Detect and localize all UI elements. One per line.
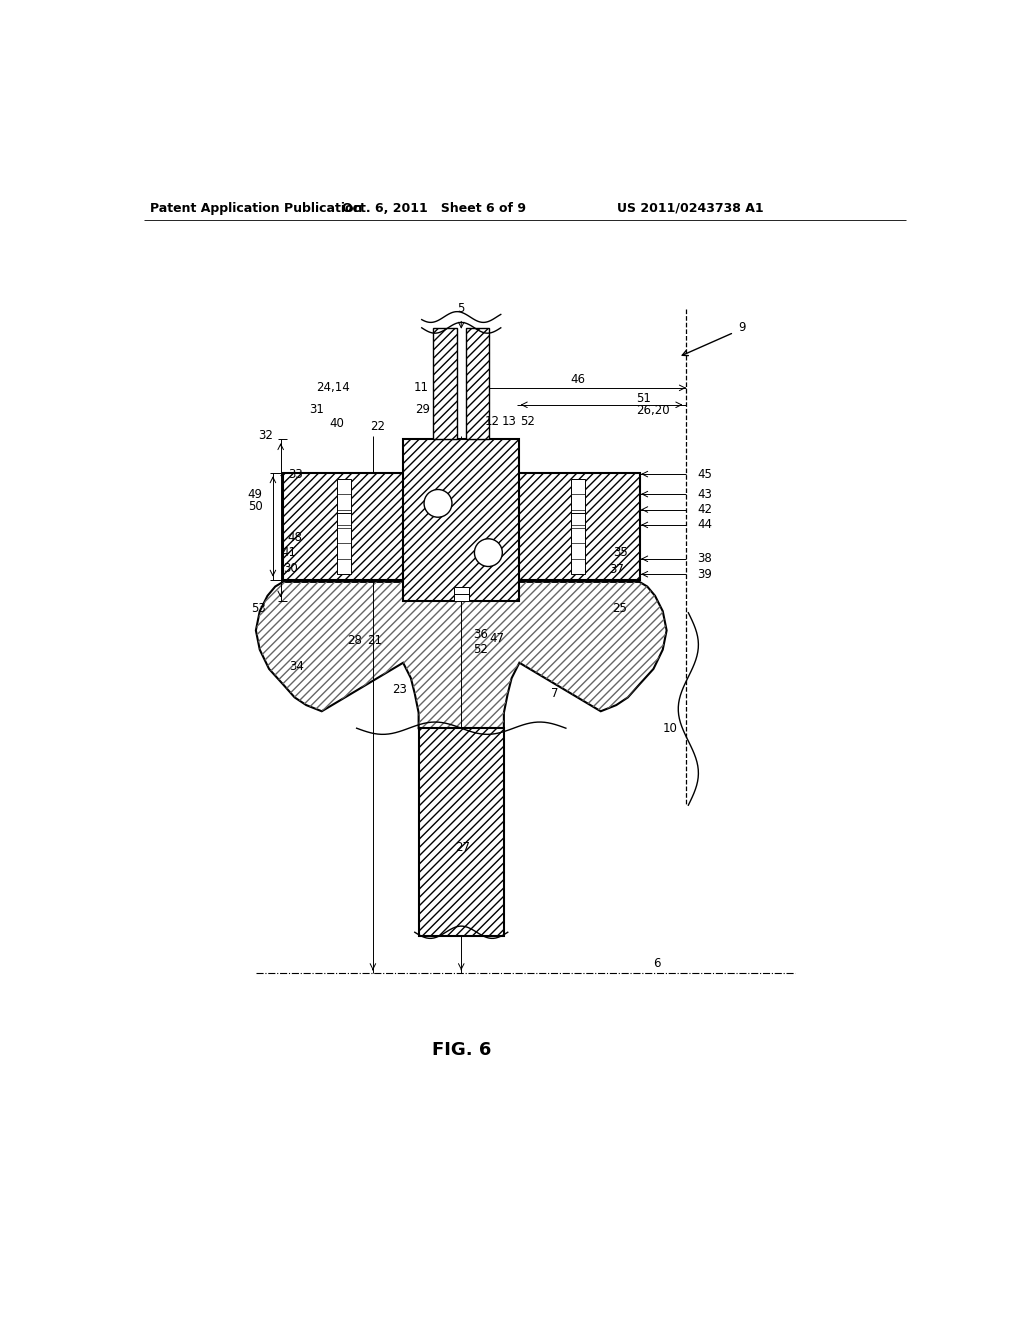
Bar [571, 512, 586, 574]
Text: 50: 50 [248, 500, 263, 513]
Text: 52: 52 [520, 416, 536, 428]
Text: 39: 39 [697, 568, 713, 581]
Text: 45: 45 [697, 467, 713, 480]
Text: 12: 12 [484, 416, 500, 428]
Text: 51: 51 [636, 392, 651, 405]
Text: 32: 32 [258, 429, 273, 442]
Bar [283, 473, 406, 581]
Text: Oct. 6, 2011   Sheet 6 of 9: Oct. 6, 2011 Sheet 6 of 9 [342, 202, 526, 215]
Text: 24,14: 24,14 [316, 381, 350, 395]
Text: 21: 21 [367, 634, 382, 647]
Text: 26,20: 26,20 [636, 404, 670, 417]
Bar [571, 479, 586, 540]
Text: Patent Application Publication: Patent Application Publication [150, 202, 362, 215]
Text: 33: 33 [289, 467, 303, 480]
Text: 13: 13 [502, 416, 517, 428]
Polygon shape [256, 582, 667, 729]
Text: 28: 28 [347, 634, 361, 647]
Bar [337, 512, 351, 574]
Text: 27: 27 [456, 841, 470, 854]
Text: 10: 10 [664, 722, 678, 735]
Text: 31: 31 [309, 403, 325, 416]
Text: 35: 35 [612, 546, 628, 560]
Circle shape [474, 539, 503, 566]
Text: 41: 41 [282, 546, 297, 560]
Text: 40: 40 [330, 417, 345, 430]
Text: 11: 11 [414, 381, 429, 395]
Text: 37: 37 [609, 564, 624, 576]
Bar [403, 440, 519, 601]
Text: 48: 48 [287, 531, 302, 544]
Text: 23: 23 [392, 684, 407, 696]
Text: 49: 49 [248, 487, 263, 500]
Bar [419, 729, 504, 936]
Bar [517, 473, 640, 581]
Text: 42: 42 [697, 503, 713, 516]
Text: 5: 5 [458, 302, 465, 315]
Text: US 2011/0243738 A1: US 2011/0243738 A1 [616, 202, 763, 215]
Text: 34: 34 [290, 660, 304, 673]
Text: 47: 47 [489, 632, 505, 645]
Text: FIG. 6: FIG. 6 [431, 1041, 490, 1059]
Text: 6: 6 [653, 957, 660, 970]
Text: 38: 38 [697, 552, 713, 565]
Text: 30: 30 [284, 561, 298, 574]
Bar [466, 327, 489, 440]
Text: 22: 22 [370, 420, 385, 433]
Bar [433, 327, 457, 440]
Circle shape [424, 490, 452, 517]
Bar [454, 587, 469, 601]
Text: 44: 44 [697, 519, 713, 532]
Text: 9: 9 [738, 321, 745, 334]
Text: 36: 36 [473, 628, 488, 640]
Bar [337, 479, 351, 540]
Text: 29: 29 [415, 403, 430, 416]
Text: 25: 25 [612, 602, 627, 615]
Text: 52: 52 [473, 643, 488, 656]
Text: 43: 43 [697, 487, 713, 500]
Text: 53: 53 [251, 602, 265, 615]
Text: 7: 7 [551, 686, 558, 700]
Text: 46: 46 [570, 372, 585, 385]
